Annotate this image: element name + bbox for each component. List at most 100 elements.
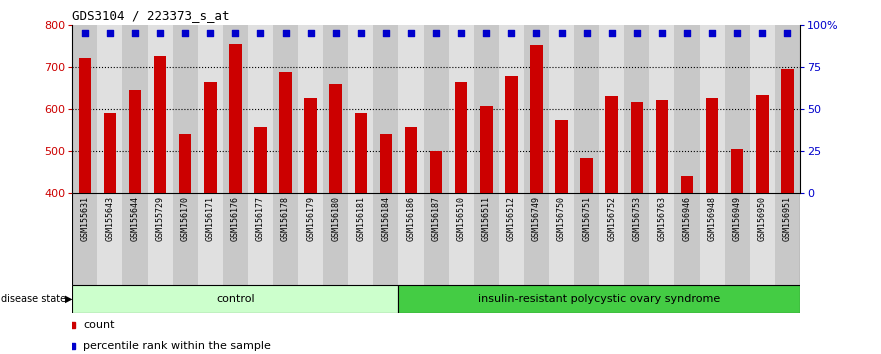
Bar	[273, 193, 298, 285]
Bar	[706, 97, 718, 193]
Text: GSM156946: GSM156946	[683, 196, 692, 241]
Text: GSM156512: GSM156512	[507, 196, 516, 241]
Text: GSM156749: GSM156749	[532, 196, 541, 241]
Bar	[279, 72, 292, 193]
Point	[278, 30, 292, 36]
Bar	[675, 193, 700, 285]
Text: GSM156171: GSM156171	[206, 196, 215, 241]
Bar	[725, 193, 750, 285]
Point	[178, 30, 192, 36]
Text: GSM155631: GSM155631	[80, 196, 89, 241]
Text: percentile rank within the sample: percentile rank within the sample	[83, 341, 271, 351]
Bar	[348, 193, 374, 285]
Text: GSM156180: GSM156180	[331, 196, 340, 241]
Point	[781, 30, 795, 36]
Point	[228, 30, 242, 36]
Point	[580, 30, 594, 36]
Point	[730, 30, 744, 36]
Point	[379, 30, 393, 36]
Bar	[329, 84, 342, 193]
Text: control: control	[216, 294, 255, 304]
Text: GSM156181: GSM156181	[356, 196, 366, 241]
Bar	[448, 25, 474, 193]
Bar	[104, 113, 116, 193]
Bar	[649, 193, 675, 285]
Bar	[424, 193, 448, 285]
Text: GSM155729: GSM155729	[156, 196, 165, 241]
Point	[554, 30, 568, 36]
Text: GSM156948: GSM156948	[707, 196, 716, 241]
Text: GSM156951: GSM156951	[783, 196, 792, 241]
Bar	[348, 25, 374, 193]
Text: GSM155643: GSM155643	[106, 196, 115, 241]
Bar	[756, 95, 768, 193]
Point	[103, 30, 117, 36]
Point	[655, 30, 669, 36]
Bar	[574, 193, 599, 285]
Text: disease state: disease state	[1, 294, 69, 304]
Point	[404, 30, 418, 36]
Point	[429, 30, 443, 36]
Bar	[354, 113, 367, 193]
Bar	[599, 25, 625, 193]
Point	[504, 30, 518, 36]
Bar	[424, 25, 448, 193]
Bar	[750, 25, 775, 193]
Bar	[229, 44, 241, 193]
Text: GSM156750: GSM156750	[557, 196, 566, 241]
Bar	[775, 25, 800, 193]
Bar	[404, 127, 418, 193]
Bar	[681, 176, 693, 193]
Bar	[524, 193, 549, 285]
Bar	[204, 81, 217, 193]
Bar	[649, 25, 675, 193]
Bar	[448, 193, 474, 285]
Text: GSM156752: GSM156752	[607, 196, 616, 241]
Bar	[505, 76, 518, 193]
Bar	[555, 120, 568, 193]
Text: GSM156179: GSM156179	[306, 196, 315, 241]
Point	[354, 30, 368, 36]
Bar	[248, 193, 273, 285]
Bar	[154, 56, 167, 193]
Point	[529, 30, 544, 36]
Bar	[254, 127, 267, 193]
Bar	[725, 25, 750, 193]
Bar	[549, 193, 574, 285]
Text: GSM156751: GSM156751	[582, 196, 591, 241]
Bar	[700, 25, 725, 193]
Point	[204, 30, 218, 36]
Text: GSM156763: GSM156763	[657, 196, 666, 241]
Bar	[122, 25, 147, 193]
Bar	[147, 193, 173, 285]
Text: GSM155644: GSM155644	[130, 196, 139, 241]
Bar	[173, 25, 197, 193]
Bar	[605, 96, 618, 193]
Text: GSM156949: GSM156949	[733, 196, 742, 241]
Bar	[273, 25, 298, 193]
Bar	[625, 193, 649, 285]
Bar	[398, 25, 424, 193]
Bar	[750, 193, 775, 285]
Point	[705, 30, 719, 36]
Bar	[398, 193, 424, 285]
Point	[254, 30, 268, 36]
Text: GSM156176: GSM156176	[231, 196, 240, 241]
Bar	[298, 193, 323, 285]
Bar	[223, 25, 248, 193]
Text: GSM156511: GSM156511	[482, 196, 491, 241]
Text: count: count	[83, 320, 115, 330]
Text: insulin-resistant polycystic ovary syndrome: insulin-resistant polycystic ovary syndr…	[478, 294, 721, 304]
Bar	[122, 193, 147, 285]
Point	[128, 30, 142, 36]
Bar	[248, 25, 273, 193]
Bar	[499, 193, 524, 285]
Bar	[430, 151, 442, 193]
Bar	[298, 25, 323, 193]
Bar	[72, 285, 398, 313]
Bar	[574, 25, 599, 193]
Text: GSM156178: GSM156178	[281, 196, 290, 241]
Text: GSM156950: GSM156950	[758, 196, 766, 241]
Bar	[97, 193, 122, 285]
Text: GSM156184: GSM156184	[381, 196, 390, 241]
